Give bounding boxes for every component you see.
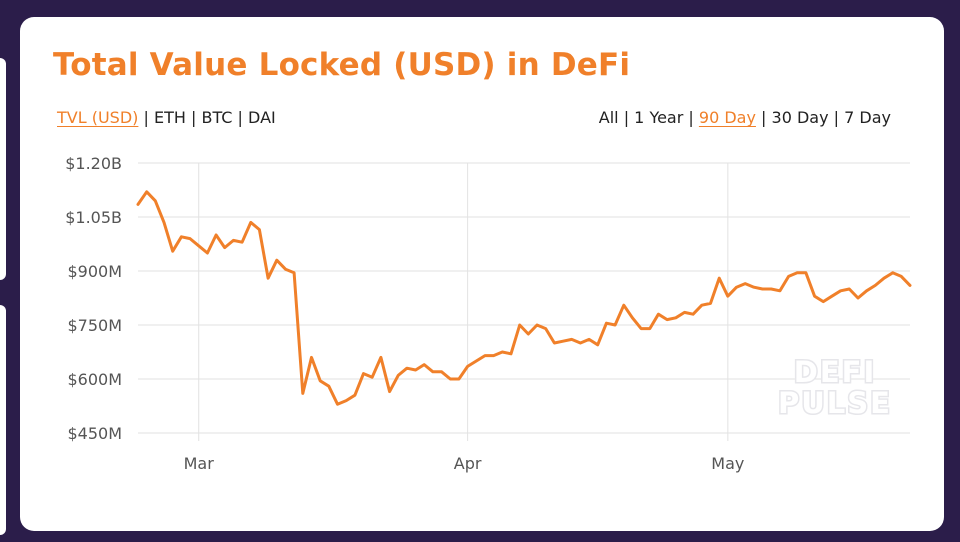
y-tick-label: $900M xyxy=(67,262,122,281)
range-tab-1-year[interactable]: 1 Year xyxy=(634,108,684,127)
range-tab-30-day[interactable]: 30 Day xyxy=(771,108,829,127)
watermark-line-1: DEFI xyxy=(794,355,876,389)
currency-tab-eth[interactable]: ETH xyxy=(153,108,186,127)
separator: | xyxy=(237,108,249,127)
tvl-chart-card: Total Value Locked (USD) in DeFi TVL (US… xyxy=(20,17,944,531)
side-panel-edge-top xyxy=(0,58,6,280)
side-panel-edge-bottom xyxy=(0,305,6,535)
y-tick-label: $600M xyxy=(67,370,122,389)
separator: | xyxy=(688,108,699,127)
currency-tab-tvl-usd[interactable]: TVL (USD) xyxy=(57,108,139,127)
y-tick-label: $450M xyxy=(67,424,122,443)
tvl-line-chart: $1.20B $1.05B $900M $750M $600M $450M Mar Apr Ma… xyxy=(65,154,912,473)
tvl-series-line xyxy=(136,190,912,406)
range-tab-90-day[interactable]: 90 Day xyxy=(698,108,756,127)
y-tick-label: $750M xyxy=(67,316,122,335)
currency-toggle-group: TVL (USD) | ETH | BTC | DAI xyxy=(57,108,276,127)
x-tick-label: Mar xyxy=(184,454,215,473)
y-tick-label: $1.20B xyxy=(65,154,122,173)
watermark-line-2: PULSE xyxy=(778,386,892,420)
currency-tab-dai[interactable]: DAI xyxy=(248,108,276,127)
range-toggle-group: All | 1 Year | 90 Day | 30 Day | 7 Day xyxy=(599,108,891,127)
chart-title: Total Value Locked (USD) in DeFi xyxy=(53,47,631,83)
x-tick-label: May xyxy=(711,454,744,473)
separator: | xyxy=(190,108,202,127)
range-tab-7-day[interactable]: 7 Day xyxy=(844,108,891,127)
separator: | xyxy=(833,108,845,127)
separator: | xyxy=(623,108,635,127)
y-tick-label: $1.05B xyxy=(65,208,122,227)
separator: | xyxy=(761,108,772,127)
separator: | xyxy=(143,108,154,127)
currency-tab-btc[interactable]: BTC xyxy=(201,108,233,127)
x-tick-label: Apr xyxy=(454,454,482,473)
range-tab-all[interactable]: All xyxy=(598,108,619,127)
